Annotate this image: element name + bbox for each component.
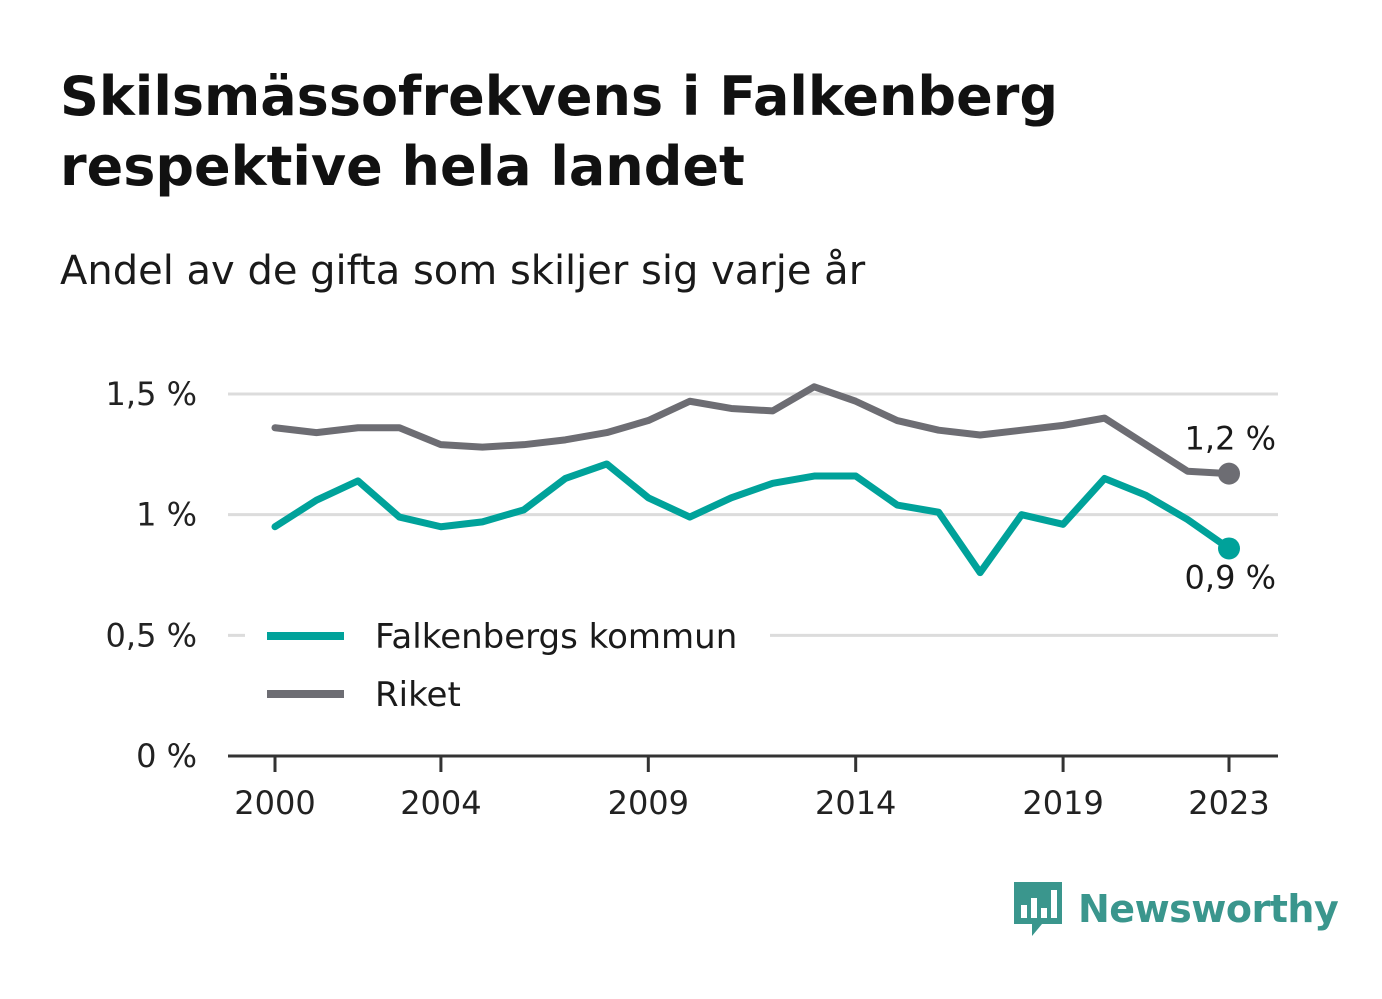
legend-label: Falkenbergs kommun	[375, 617, 737, 657]
x-tick-label: 2000	[234, 784, 315, 822]
legend-label: Riket	[375, 675, 461, 715]
chart-subtitle: Andel av de gifta som skiljer sig varje …	[60, 248, 866, 294]
series-line	[271, 460, 1233, 577]
chart-title: Skilsmässofrekvens i Falkenberg respekti…	[60, 65, 1058, 198]
y-tick-label: 1 %	[136, 496, 197, 534]
x-tick-label: 2014	[815, 784, 896, 822]
end-point-marker	[1218, 462, 1240, 485]
x-tick-label: 2009	[608, 784, 689, 822]
end-point-marker	[1218, 537, 1240, 560]
series-line	[271, 383, 1233, 478]
bar-chart-speech-icon	[1014, 882, 1062, 936]
x-tick-label: 2019	[1022, 784, 1103, 822]
y-tick-label: 0 %	[136, 737, 197, 775]
y-tick-label: 0,5 %	[106, 616, 197, 654]
y-tick-label: 1,5 %	[106, 375, 197, 413]
end-value-label: 1,2 %	[1185, 420, 1276, 458]
end-value-label: 0,9 %	[1185, 558, 1276, 596]
legend-background	[245, 604, 770, 724]
x-tick-label: 2023	[1188, 784, 1269, 822]
brand-name: Newsworthy	[1078, 887, 1339, 931]
x-tick-label: 2004	[400, 784, 481, 822]
brand-logo: Newsworthy	[1010, 878, 1339, 940]
